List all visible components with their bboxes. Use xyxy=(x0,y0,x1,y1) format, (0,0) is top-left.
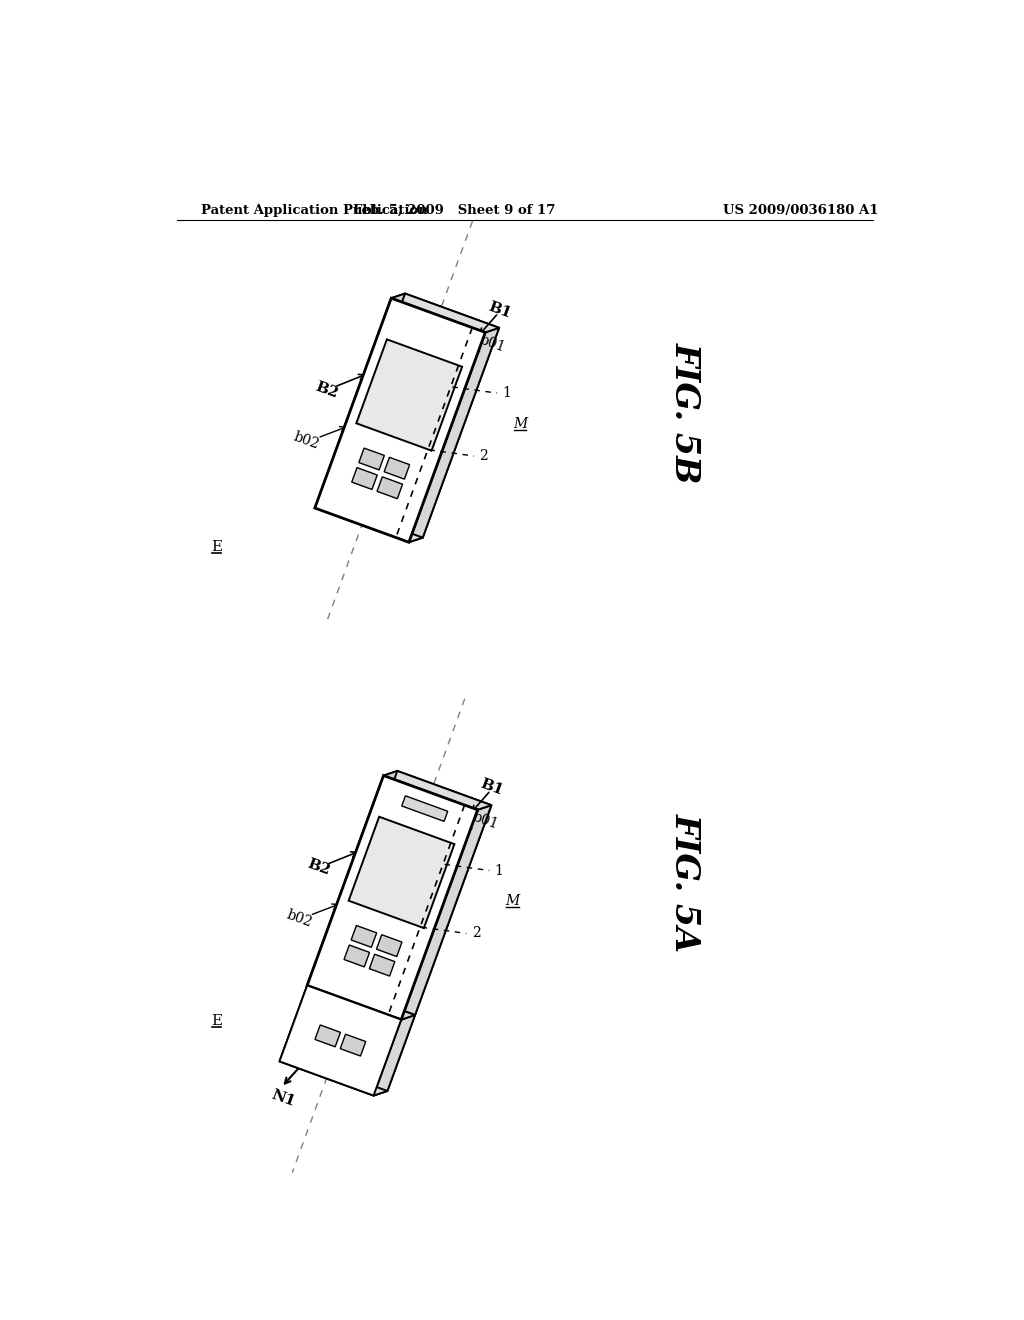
Polygon shape xyxy=(280,981,321,1061)
Text: Patent Application Publication: Patent Application Publication xyxy=(202,205,428,218)
Polygon shape xyxy=(340,1034,366,1056)
Polygon shape xyxy=(401,805,492,1019)
Polygon shape xyxy=(374,1015,415,1096)
Polygon shape xyxy=(314,503,423,543)
Polygon shape xyxy=(329,293,499,537)
Polygon shape xyxy=(351,467,377,490)
Polygon shape xyxy=(377,477,402,499)
Text: 1: 1 xyxy=(503,387,511,400)
Polygon shape xyxy=(344,945,370,966)
Polygon shape xyxy=(409,327,499,543)
Text: B1: B1 xyxy=(486,300,513,321)
Text: FIG. 5B: FIG. 5B xyxy=(669,342,701,483)
Text: 2: 2 xyxy=(472,927,480,940)
Polygon shape xyxy=(293,981,415,1092)
Polygon shape xyxy=(358,447,384,470)
Text: E: E xyxy=(211,540,222,554)
Polygon shape xyxy=(307,981,415,1019)
Text: M: M xyxy=(505,894,519,908)
Polygon shape xyxy=(348,817,455,928)
Text: N1: N1 xyxy=(269,1088,297,1109)
Text: US 2009/0036180 A1: US 2009/0036180 A1 xyxy=(723,205,879,218)
Text: 2: 2 xyxy=(479,449,488,463)
Polygon shape xyxy=(280,1057,387,1096)
Text: b02: b02 xyxy=(284,907,313,929)
Text: b01: b01 xyxy=(470,810,500,833)
Text: M: M xyxy=(513,417,527,430)
Polygon shape xyxy=(384,771,492,809)
Text: B2: B2 xyxy=(305,857,332,878)
Text: b02: b02 xyxy=(292,430,322,453)
Text: B2: B2 xyxy=(313,380,340,401)
Polygon shape xyxy=(391,293,499,333)
Text: FIG. 5A: FIG. 5A xyxy=(669,813,701,952)
Polygon shape xyxy=(314,293,406,508)
Polygon shape xyxy=(321,771,492,1015)
Polygon shape xyxy=(384,457,410,479)
Polygon shape xyxy=(377,935,402,957)
Polygon shape xyxy=(315,1024,340,1047)
Polygon shape xyxy=(356,339,462,450)
Text: 1: 1 xyxy=(495,863,504,878)
Polygon shape xyxy=(401,796,447,821)
Polygon shape xyxy=(351,925,377,948)
Polygon shape xyxy=(280,986,401,1096)
Text: Feb. 5, 2009   Sheet 9 of 17: Feb. 5, 2009 Sheet 9 of 17 xyxy=(353,205,555,218)
Text: b01: b01 xyxy=(478,333,508,355)
Polygon shape xyxy=(370,954,395,975)
Text: B1: B1 xyxy=(479,776,506,797)
Text: E: E xyxy=(211,1014,222,1028)
Polygon shape xyxy=(314,298,485,543)
Polygon shape xyxy=(307,981,415,1019)
Polygon shape xyxy=(307,771,397,986)
Polygon shape xyxy=(307,776,477,1019)
